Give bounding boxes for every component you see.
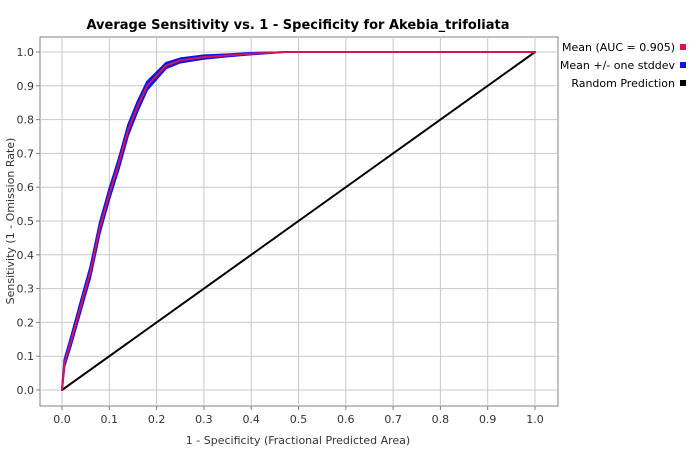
legend-label: Mean (AUC = 0.905) [562,41,675,54]
legend-swatch [680,80,686,86]
mean-line [61,51,535,391]
grid [40,37,558,406]
series-group [61,51,536,391]
y-tick-label: 0.2 [17,316,35,329]
x-tick-label: 0.4 [242,413,260,426]
chart-title: Average Sensitivity vs. 1 - Specificity … [86,18,509,33]
x-tick-label: 0.7 [384,413,402,426]
x-tick-label: 0.0 [53,413,71,426]
y-tick-label: 0.7 [17,147,35,160]
y-tick-label: 0.0 [17,384,35,397]
x-tick-label: 0.9 [479,413,497,426]
axis-ticks: 0.0 0.1 0.2 0.3 0.4 0.5 0.6 0.7 0.8 0.9 1.0 0.0 0.1 0… [17,46,544,426]
legend: Mean (AUC = 0.905) Mean +/- one stddev Ran… [560,41,686,90]
x-axis-label: 1 - Specificity (Fractional Predicted Ar… [186,434,410,447]
y-tick-label: 0.8 [17,114,35,127]
y-tick-label: 0.5 [17,215,35,228]
x-tick-label: 0.8 [432,413,450,426]
x-tick-label: 0.3 [195,413,213,426]
y-tick-label: 0.9 [17,80,35,93]
legend-label: Random Prediction [571,77,675,90]
legend-swatch [680,44,686,50]
y-tick-label: 0.1 [17,350,35,363]
random-prediction-line [61,51,536,391]
y-tick-label: 0.4 [17,249,35,262]
x-tick-label: 0.1 [101,413,119,426]
x-tick-label: 0.6 [337,413,355,426]
x-tick-label: 0.2 [148,413,166,426]
x-tick-label: 0.5 [290,413,308,426]
y-tick-label: 0.3 [17,283,35,296]
y-axis-label: Sensitivity (1 - Omission Rate) [4,138,17,305]
y-tick-label: 1.0 [17,46,35,59]
y-tick-label: 0.6 [17,181,35,194]
x-tick-label: 1.0 [526,413,544,426]
legend-label: Mean +/- one stddev [560,59,676,72]
legend-swatch [680,62,686,68]
